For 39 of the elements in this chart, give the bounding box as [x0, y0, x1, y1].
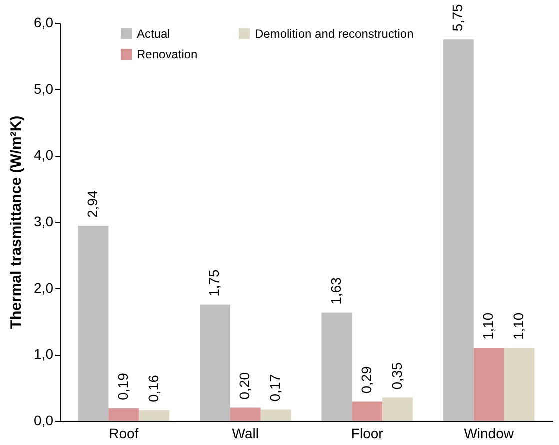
bar	[443, 40, 474, 421]
x-tick-label: Roof	[109, 426, 139, 442]
data-label: 0,35	[388, 362, 405, 390]
y-axis-title: Thermal trasmittance (W/m²K)	[8, 116, 26, 330]
bar	[474, 348, 504, 421]
data-label: 1,10	[510, 312, 527, 340]
data-label: 0,17	[267, 374, 284, 402]
bar	[139, 410, 170, 421]
data-label: 0,20	[236, 372, 253, 400]
legend-label: Actual	[137, 26, 170, 41]
y-tick-label: 0,0	[34, 412, 54, 428]
bar	[200, 304, 230, 421]
bar	[260, 410, 292, 421]
data-label: 2,94	[84, 190, 100, 218]
y-tick-label: 1,0	[34, 346, 54, 362]
y-tick-label: 6,0	[34, 14, 54, 30]
data-label: 1,63	[328, 277, 344, 305]
x-tick-label: Floor	[351, 426, 384, 442]
bar	[322, 312, 352, 421]
data-label: 5,75	[450, 4, 466, 32]
y-tick-label: 2,0	[34, 280, 54, 296]
data-label: 0,16	[145, 374, 162, 402]
bar	[108, 408, 140, 421]
bar	[230, 408, 261, 421]
bar	[78, 226, 109, 421]
x-tick-label: Wall	[232, 426, 259, 442]
y-tick-label: 5,0	[34, 80, 54, 97]
y-tick-label: 4,0	[34, 147, 54, 164]
bar	[504, 348, 535, 421]
bar	[352, 402, 383, 421]
legend-label: Renovation	[137, 48, 198, 62]
x-tick-label: Window	[464, 426, 515, 442]
data-label: 0,29	[358, 366, 374, 394]
y-tick-label: 3,0	[34, 214, 54, 230]
data-label: 1,10	[480, 312, 496, 340]
legend-label: Demolition and reconstruction	[255, 26, 414, 41]
bar	[382, 398, 414, 421]
data-label: 0,19	[114, 372, 131, 400]
data-label: 1,75	[206, 269, 222, 297]
